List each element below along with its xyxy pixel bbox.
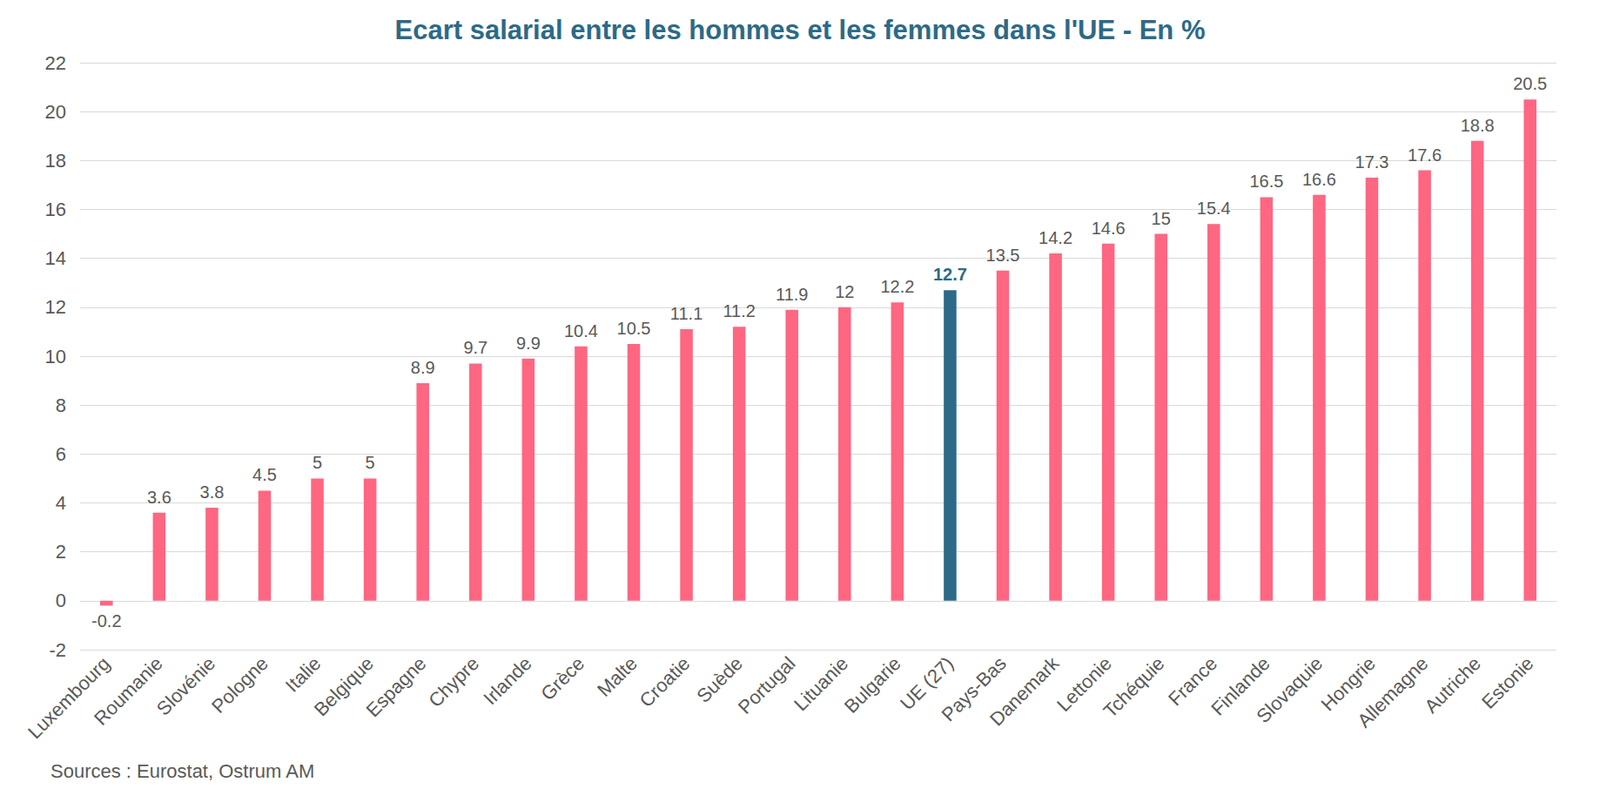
svg-text:15.4: 15.4 bbox=[1196, 198, 1231, 218]
svg-text:Chypre: Chypre bbox=[423, 652, 484, 712]
svg-text:3.8: 3.8 bbox=[200, 482, 225, 502]
svg-text:Portugal: Portugal bbox=[733, 652, 800, 719]
svg-text:Lituanie: Lituanie bbox=[789, 652, 853, 715]
svg-text:Pologne: Pologne bbox=[207, 652, 273, 718]
svg-text:12.2: 12.2 bbox=[880, 276, 915, 296]
svg-text:Suède: Suède bbox=[692, 652, 747, 707]
svg-text:8.9: 8.9 bbox=[410, 357, 436, 377]
svg-text:Italie: Italie bbox=[281, 652, 326, 697]
svg-text:France: France bbox=[1163, 652, 1222, 710]
svg-text:Tchéquie: Tchéquie bbox=[1099, 652, 1170, 722]
svg-text:Pays-Bas: Pays-Bas bbox=[937, 652, 1011, 726]
svg-text:10.5: 10.5 bbox=[617, 318, 652, 338]
svg-text:Bulgarie: Bulgarie bbox=[840, 652, 906, 718]
svg-text:Lettonie: Lettonie bbox=[1052, 652, 1116, 716]
svg-text:11.2: 11.2 bbox=[722, 301, 755, 321]
svg-text:Irlande: Irlande bbox=[478, 652, 536, 709]
svg-text:12.7: 12.7 bbox=[933, 264, 968, 284]
svg-text:Danemark: Danemark bbox=[985, 651, 1064, 730]
svg-text:5: 5 bbox=[365, 452, 376, 472]
svg-text:Ecart salarial entre les homme: Ecart salarial entre les hommes et les f… bbox=[395, 14, 1206, 46]
svg-text:8: 8 bbox=[55, 394, 67, 417]
svg-text:4.5: 4.5 bbox=[252, 464, 277, 485]
svg-text:Croatie: Croatie bbox=[635, 652, 695, 712]
svg-text:UE (27): UE (27) bbox=[895, 652, 958, 715]
svg-text:14.6: 14.6 bbox=[1091, 218, 1126, 238]
svg-text:Espagne: Espagne bbox=[362, 652, 431, 721]
svg-text:18: 18 bbox=[45, 149, 67, 172]
svg-text:-0.2: -0.2 bbox=[91, 611, 122, 631]
svg-text:18.8: 18.8 bbox=[1460, 115, 1495, 135]
svg-text:10.4: 10.4 bbox=[564, 321, 599, 341]
svg-text:Luxembourg: Luxembourg bbox=[23, 652, 115, 743]
svg-text:Roumanie: Roumanie bbox=[89, 652, 168, 730]
svg-text:13.5: 13.5 bbox=[986, 245, 1021, 265]
svg-text:15: 15 bbox=[1151, 208, 1171, 229]
svg-text:16.6: 16.6 bbox=[1302, 169, 1337, 189]
svg-text:10: 10 bbox=[45, 345, 67, 368]
svg-text:Belgique: Belgique bbox=[309, 652, 378, 721]
svg-text:2: 2 bbox=[55, 540, 67, 563]
svg-text:6: 6 bbox=[55, 443, 67, 465]
svg-text:Sources : Eurostat, Ostrum AM: Sources : Eurostat, Ostrum AM bbox=[50, 759, 315, 782]
svg-text:14.2: 14.2 bbox=[1038, 228, 1073, 248]
svg-text:20: 20 bbox=[45, 100, 67, 123]
svg-text:9.7: 9.7 bbox=[463, 337, 488, 357]
svg-text:17.3: 17.3 bbox=[1355, 152, 1390, 172]
svg-text:Slovénie: Slovénie bbox=[152, 652, 220, 720]
svg-text:12: 12 bbox=[45, 295, 67, 318]
svg-text:Finlande: Finlande bbox=[1206, 652, 1275, 720]
svg-text:12: 12 bbox=[834, 282, 854, 302]
svg-text:Allemagne: Allemagne bbox=[1352, 652, 1432, 732]
svg-text:11.1: 11.1 bbox=[670, 303, 703, 323]
svg-text:11.9: 11.9 bbox=[775, 284, 808, 304]
svg-text:Hongrie: Hongrie bbox=[1316, 652, 1380, 715]
svg-text:-2: -2 bbox=[48, 638, 67, 661]
svg-text:0: 0 bbox=[55, 589, 67, 612]
svg-text:Slovaquie: Slovaquie bbox=[1251, 652, 1327, 727]
svg-text:9.9: 9.9 bbox=[516, 333, 541, 353]
svg-text:5: 5 bbox=[312, 452, 323, 472]
svg-text:16: 16 bbox=[45, 198, 67, 221]
svg-text:20.5: 20.5 bbox=[1512, 73, 1547, 94]
svg-text:16.5: 16.5 bbox=[1249, 171, 1284, 191]
svg-text:Autriche: Autriche bbox=[1419, 652, 1486, 718]
svg-text:22: 22 bbox=[45, 52, 67, 74]
svg-text:Grèce: Grèce bbox=[536, 652, 589, 705]
svg-text:Estonie: Estonie bbox=[1477, 652, 1539, 713]
svg-text:14: 14 bbox=[45, 247, 67, 269]
svg-text:Malte: Malte bbox=[592, 652, 642, 701]
svg-text:4: 4 bbox=[55, 491, 67, 514]
svg-text:3.6: 3.6 bbox=[147, 487, 172, 507]
svg-text:17.6: 17.6 bbox=[1407, 145, 1442, 165]
